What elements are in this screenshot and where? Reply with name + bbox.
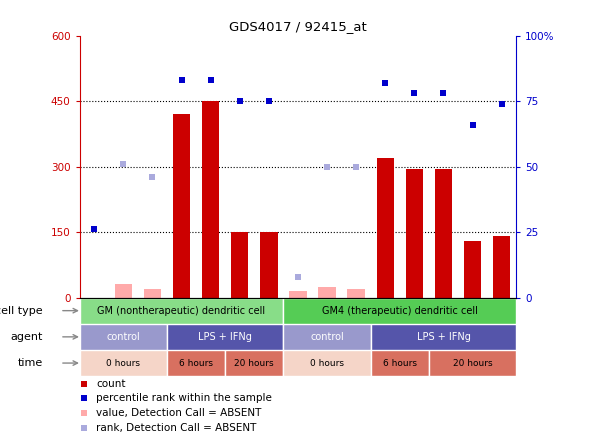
Point: [322, 163, 332, 170]
Bar: [406, 169, 423, 297]
Point: [381, 79, 390, 86]
Bar: [283, 297, 516, 324]
Point: [177, 76, 186, 83]
Point: [264, 98, 274, 105]
Text: 0 hours: 0 hours: [106, 359, 140, 368]
Text: count: count: [96, 379, 126, 388]
Text: 6 hours: 6 hours: [179, 359, 213, 368]
Point: [409, 90, 419, 97]
Bar: [464, 241, 481, 297]
Bar: [80, 350, 167, 376]
Point: [79, 424, 88, 431]
Bar: [289, 291, 307, 297]
Bar: [114, 285, 132, 297]
Text: time: time: [17, 358, 42, 368]
Text: agent: agent: [10, 332, 42, 342]
Bar: [202, 101, 219, 297]
Point: [79, 395, 88, 402]
Bar: [429, 350, 516, 376]
Bar: [283, 350, 371, 376]
Bar: [371, 350, 429, 376]
Bar: [260, 232, 277, 297]
Bar: [225, 350, 283, 376]
Text: 6 hours: 6 hours: [383, 359, 417, 368]
Bar: [144, 289, 161, 297]
Text: 20 hours: 20 hours: [453, 359, 493, 368]
Bar: [231, 232, 248, 297]
Text: value, Detection Call = ABSENT: value, Detection Call = ABSENT: [96, 408, 261, 418]
Text: 0 hours: 0 hours: [310, 359, 344, 368]
Title: GDS4017 / 92415_at: GDS4017 / 92415_at: [229, 20, 367, 33]
Text: control: control: [310, 332, 344, 342]
Point: [468, 121, 477, 128]
Text: rank, Detection Call = ABSENT: rank, Detection Call = ABSENT: [96, 423, 257, 433]
Text: 20 hours: 20 hours: [234, 359, 274, 368]
Point: [439, 90, 448, 97]
Bar: [348, 289, 365, 297]
Bar: [435, 169, 452, 297]
Text: control: control: [106, 332, 140, 342]
Text: percentile rank within the sample: percentile rank within the sample: [96, 393, 272, 403]
Bar: [493, 236, 510, 297]
Bar: [283, 324, 371, 350]
Point: [206, 76, 215, 83]
Bar: [376, 158, 394, 297]
Bar: [173, 114, 190, 297]
Bar: [167, 350, 225, 376]
Text: LPS + IFNg: LPS + IFNg: [417, 332, 470, 342]
Text: LPS + IFNg: LPS + IFNg: [198, 332, 252, 342]
Point: [148, 174, 157, 181]
Point: [119, 160, 128, 167]
Point: [90, 226, 99, 233]
Text: cell type: cell type: [0, 305, 42, 316]
Bar: [80, 297, 283, 324]
Point: [79, 380, 88, 387]
Point: [497, 100, 506, 107]
Point: [79, 409, 88, 416]
Point: [352, 163, 361, 170]
Text: GM (nontherapeutic) dendritic cell: GM (nontherapeutic) dendritic cell: [97, 305, 266, 316]
Text: GM4 (therapeutic) dendritic cell: GM4 (therapeutic) dendritic cell: [322, 305, 478, 316]
Bar: [167, 324, 283, 350]
Bar: [371, 324, 516, 350]
Point: [235, 98, 244, 105]
Bar: [319, 287, 336, 297]
Bar: [80, 324, 167, 350]
Point: [293, 273, 303, 280]
